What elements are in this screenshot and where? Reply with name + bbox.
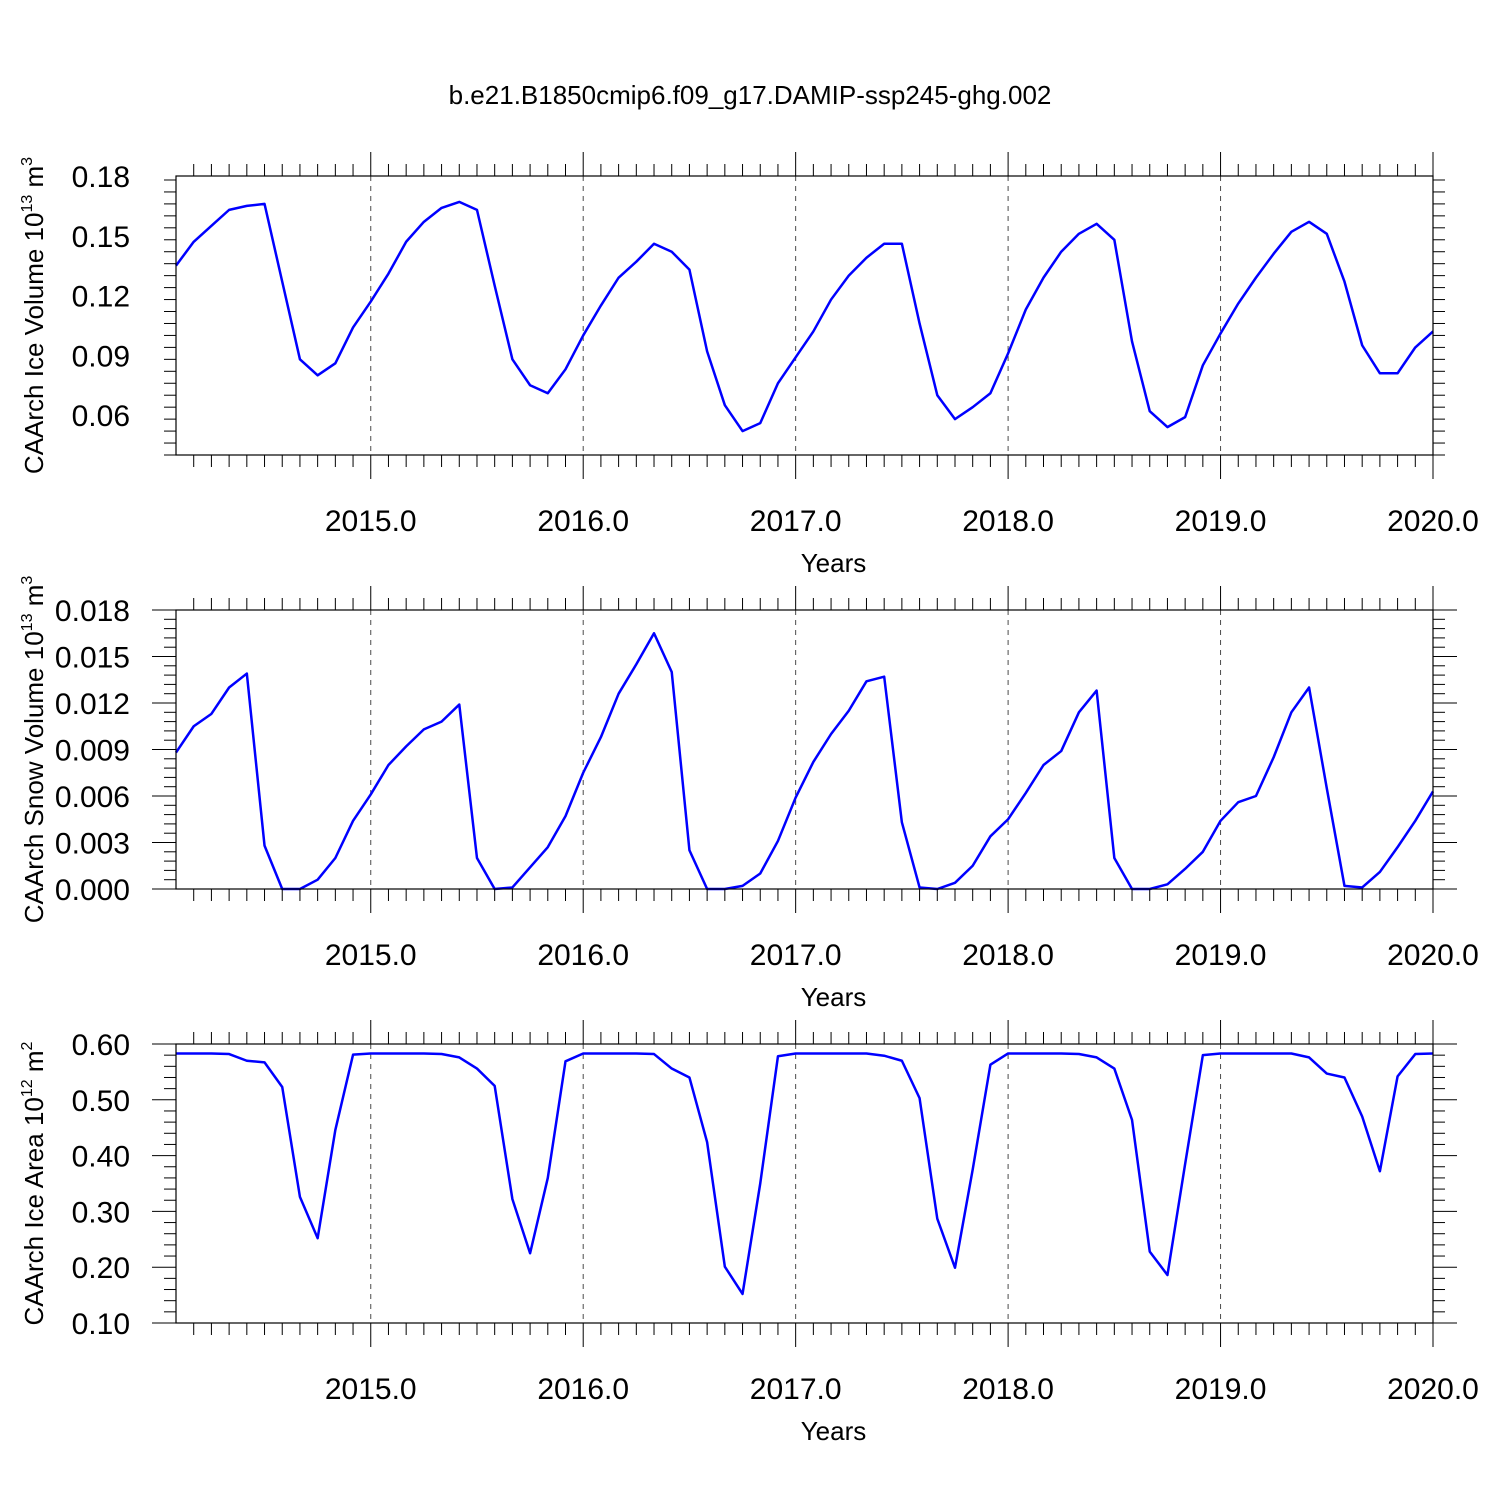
y-tick-label-snow-volume-3: 0.009	[55, 735, 130, 768]
y-tick-label-ice-area-5: 0.60	[72, 1029, 130, 1062]
x-axis-label-ice-area: Years	[801, 1416, 867, 1446]
x-tick-label-snow-volume-1: 2016.0	[537, 939, 629, 972]
series-line-ice-volume	[174, 200, 1434, 433]
x-axis-label-snow-volume: Years	[801, 982, 867, 1012]
y-tick-label-ice-area-4: 0.50	[72, 1085, 130, 1118]
x-tick-label-ice-area-1: 2016.0	[537, 1373, 629, 1406]
x-tick-label-ice-area-3: 2018.0	[962, 1373, 1054, 1406]
y-tick-label-snow-volume-4: 0.012	[55, 688, 130, 721]
y-tick-label-ice-volume-2: 0.12	[72, 281, 130, 314]
x-tick-label-snow-volume-5: 2020.0	[1387, 939, 1479, 972]
panels-group: 2015.0 2016.0 2017.0 2018.0 2019.0 2020.0 Year…	[19, 152, 1479, 1446]
x-tick-label-ice-volume-5: 2020.0	[1387, 505, 1479, 538]
y-tick-label-ice-area-1: 0.20	[72, 1252, 130, 1285]
x-tick-label-ice-area-5: 2020.0	[1387, 1373, 1479, 1406]
plot-frame-ice-volume	[175, 175, 1434, 456]
panel-ice-area: 2015.0 2016.0 2017.0 2018.0 2019.0 2020.0 Year…	[19, 1020, 1479, 1446]
series-line-ice-area	[176, 1052, 1434, 1296]
panel-snow-volume: 2015.0 2016.0 2017.0 2018.0 2019.0 2020.0 Year…	[19, 576, 1479, 1012]
x-tick-label-ice-volume-0: 2015.0	[325, 505, 417, 538]
y-tick-label-ice-volume-4: 0.18	[72, 161, 130, 194]
y-tick-label-snow-volume-6: 0.018	[55, 595, 130, 628]
plot-frame-ice-area	[175, 1043, 1434, 1324]
y-axis-label-ice-volume: CAArch Ice Volume 1013 m3	[19, 157, 49, 474]
x-tick-label-snow-volume-3: 2018.0	[962, 939, 1054, 972]
x-axis-label-ice-volume: Years	[801, 548, 867, 578]
y-tick-label-ice-volume-1: 0.09	[72, 340, 130, 373]
x-tick-label-ice-area-0: 2015.0	[325, 1373, 417, 1406]
y-tick-label-snow-volume-5: 0.015	[55, 642, 130, 675]
panel-ice-volume: 2015.0 2016.0 2017.0 2018.0 2019.0 2020.0 Year…	[19, 152, 1479, 578]
y-tick-label-ice-area-2: 0.30	[72, 1196, 130, 1229]
x-tick-label-ice-area-4: 2019.0	[1175, 1373, 1267, 1406]
figure-title: b.e21.B1850cmip6.f09_g17.DAMIP-ssp245-gh…	[449, 80, 1052, 110]
x-tick-label-snow-volume-4: 2019.0	[1175, 939, 1267, 972]
y-tick-label-ice-volume-3: 0.15	[72, 221, 130, 254]
y-tick-label-snow-volume-0: 0.000	[55, 874, 130, 907]
y-axis-label-snow-volume: CAArch Snow Volume 1013 m3	[19, 576, 49, 924]
y-tick-label-snow-volume-2: 0.006	[55, 781, 130, 814]
y-tick-label-ice-area-0: 0.10	[72, 1308, 130, 1341]
x-tick-label-ice-volume-3: 2018.0	[962, 505, 1054, 538]
y-axis-label-ice-area: CAArch Ice Area 1012 m2	[19, 1041, 49, 1325]
series-line-snow-volume	[174, 632, 1435, 891]
x-tick-label-snow-volume-2: 2017.0	[750, 939, 842, 972]
x-tick-label-ice-area-2: 2017.0	[750, 1373, 842, 1406]
y-tick-label-snow-volume-1: 0.003	[55, 828, 130, 861]
x-tick-label-ice-volume-4: 2019.0	[1175, 505, 1267, 538]
x-tick-label-ice-volume-1: 2016.0	[537, 505, 629, 538]
y-tick-label-ice-area-3: 0.40	[72, 1141, 130, 1174]
x-tick-label-snow-volume-0: 2015.0	[325, 939, 417, 972]
y-tick-label-ice-volume-0: 0.06	[72, 400, 130, 433]
x-tick-label-ice-volume-2: 2017.0	[750, 505, 842, 538]
